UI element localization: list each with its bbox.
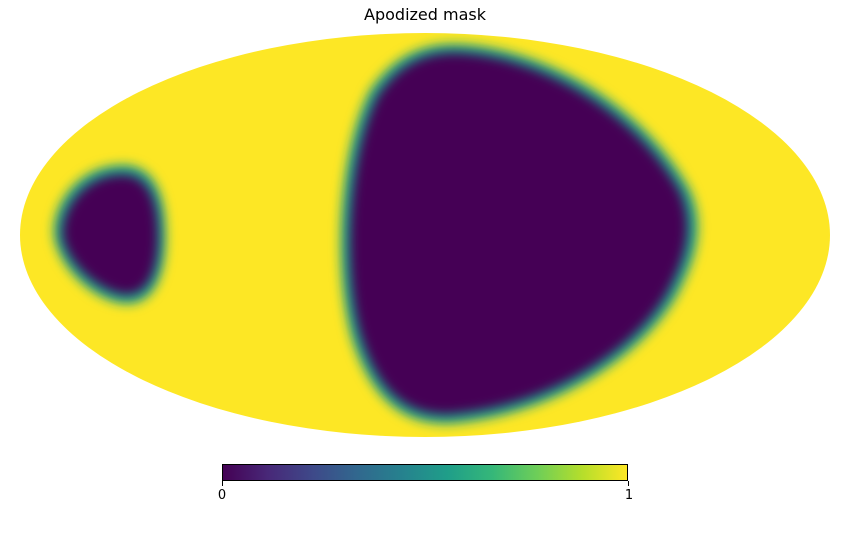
colorbar <box>222 464 628 481</box>
mask-region-large <box>350 52 688 415</box>
colorbar-label-max: 1 <box>624 488 634 503</box>
colorbar-label-min: 0 <box>217 488 227 503</box>
mask-region-small <box>62 174 158 295</box>
colorbar-tick-min <box>222 481 223 486</box>
colorbar-tick-max <box>628 481 629 486</box>
page-title: Apodized mask <box>364 5 486 24</box>
